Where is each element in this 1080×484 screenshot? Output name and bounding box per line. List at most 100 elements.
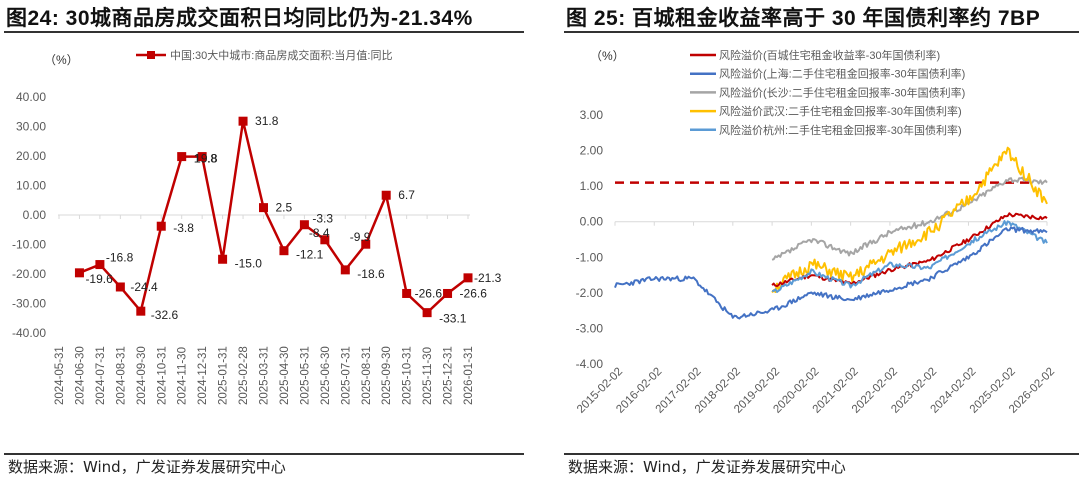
data-label: 2.5: [276, 201, 293, 215]
data-point-marker: [340, 265, 350, 275]
figure-24-title: 图24: 30城商品房成交面积日均同比仍为-21.34%: [6, 7, 473, 30]
legend-item: 风险溢价(上海:二手住宅租金回报率-30年国债利率): [690, 67, 965, 81]
figure-24-chart: （%） 中国:30大中城市:商品房成交面积:当月值:同比 40.00 30.00 20.…: [12, 48, 502, 405]
legend: 中国:30大中城市:商品房成交面积:当月值:同比: [136, 48, 392, 62]
legend-marker-icon: [147, 51, 155, 59]
x-tick-label: 2025-06-30: [320, 346, 332, 405]
figure-24-panel: 图24: 30城商品房成交面积日均同比仍为-21.34% （%） 中国:30大中城…: [0, 0, 530, 484]
x-tick-label: 2024-07-31: [95, 346, 107, 405]
series-line: [614, 226, 1048, 320]
data-label: -15.0: [235, 256, 263, 270]
x-tick-label: 2025-05-31: [299, 346, 311, 405]
y-tick-label: -40.00: [12, 326, 46, 340]
series-line: [771, 176, 1048, 261]
data-point-marker: [197, 152, 207, 162]
y-tick-label: -30.00: [12, 297, 46, 311]
x-tick-label: 2024-08-31: [115, 346, 127, 405]
y-tick-label: 0.00: [23, 208, 47, 222]
data-point-marker: [463, 273, 473, 283]
series-line: [771, 146, 1048, 294]
legend-label: 风险溢价武汉:二手住宅租金回报率-30年国债利率): [719, 104, 962, 118]
legend-item: 风险溢价武汉:二手住宅租金回报率-30年国债利率): [690, 104, 962, 118]
y-unit-label: （%）: [44, 53, 79, 67]
x-tick-label: 2024-12-31: [197, 346, 209, 405]
y-tick-label: 40.00: [16, 90, 46, 104]
data-label: -8.4: [309, 226, 330, 240]
y-tick-label: 1.00: [580, 179, 604, 193]
figure-25-chart: （%） 风险溢价(百城住宅租金收益率-30年国债利率) 风险溢价(上海:二手住宅租金…: [575, 48, 1057, 416]
y-tick-label: 30.00: [16, 120, 46, 134]
legend-label: 风险溢价杭州:二手住宅租金回报率-30年国债利率): [719, 123, 962, 137]
data-label: -32.6: [151, 308, 179, 322]
data-label: -12.1: [296, 248, 324, 262]
source-divider: [564, 453, 1079, 455]
x-tick-label: 2025-07-31: [340, 346, 352, 405]
y-tick-label: 2.00: [580, 144, 604, 158]
source-divider: [4, 453, 524, 455]
data-label: 6.7: [398, 188, 415, 202]
data-label: -9.9: [350, 230, 371, 244]
title-divider: [4, 31, 524, 33]
data-label: -33.1: [439, 312, 467, 326]
x-tick-label: 2025-12-31: [443, 346, 455, 405]
data-point-marker: [218, 254, 228, 264]
data-label: -16.8: [106, 251, 134, 265]
data-point-marker: [74, 268, 84, 278]
y-tick-label: -3.00: [576, 321, 604, 335]
data-point-marker: [320, 235, 330, 245]
x-tick-label: 2025-10-31: [402, 346, 414, 405]
data-point-marker: [402, 288, 412, 298]
y-unit-label: （%）: [590, 49, 625, 63]
figure-25-title: 图 25: 百城租金收益率高于 30 年国债利率约 7BP: [566, 7, 1041, 30]
x-tick-label: 2026-01-31: [463, 346, 475, 405]
x-tick-label: 2024-09-30: [136, 346, 148, 405]
title-divider: [564, 31, 1079, 33]
data-label: -24.4: [130, 280, 158, 294]
data-label: -19.6: [85, 272, 113, 286]
data-point-marker: [238, 116, 248, 126]
figure-25-panel: 图 25: 百城租金收益率高于 30 年国债利率约 7BP （%） 风险溢价(百城…: [560, 0, 1080, 484]
data-point-marker: [361, 239, 371, 249]
y-tick-label: 10.00: [16, 179, 46, 193]
data-point-marker: [136, 306, 146, 316]
data-label: -21.3: [474, 271, 502, 285]
data-label: -3.3: [312, 212, 333, 226]
legend: 风险溢价(百城住宅租金收益率-30年国债利率) 风险溢价(上海:二手住宅租金回报率…: [690, 48, 965, 137]
data-point-marker: [279, 246, 289, 256]
series-line: [78, 120, 469, 315]
data-point-marker: [156, 221, 166, 231]
x-tick-label: 2024-06-30: [74, 346, 86, 405]
y-tick-label: 0.00: [580, 215, 604, 229]
legend-label: 风险溢价(长沙:二手住宅租金回报率-30年国债利率): [719, 85, 965, 99]
x-tick-label: 2025-03-31: [259, 346, 271, 405]
figure-25-source: 数据来源：Wind，广发证券发展研究中心: [568, 458, 846, 476]
y-tick-label: -20.00: [12, 267, 46, 281]
data-label: 31.8: [255, 114, 279, 128]
y-tick-label: -1.00: [576, 250, 604, 264]
y-tick-label: 3.00: [580, 108, 604, 122]
legend-label: 风险溢价(百城住宅租金收益率-30年国债利率): [719, 48, 940, 62]
x-tick-label: 2024-05-31: [54, 346, 66, 405]
data-point-marker: [443, 288, 453, 298]
series-line: [772, 220, 1048, 293]
data-label: 19.8: [194, 152, 218, 166]
x-tick-label: 2025-08-31: [361, 346, 373, 405]
legend-label: 风险溢价(上海:二手住宅租金回报率-30年国债利率): [719, 67, 965, 81]
x-tick-label: 2025-04-30: [279, 346, 291, 405]
data-point-marker: [115, 282, 125, 292]
x-tick-label: 2025-01-31: [218, 346, 230, 405]
x-tick-label: 2025-11-30: [422, 347, 434, 405]
y-tick-label: 20.00: [16, 149, 46, 163]
x-tick-label: 2024-10-31: [156, 346, 168, 405]
y-tick-label: -4.00: [576, 357, 604, 371]
x-tick-label: 2025-09-30: [381, 346, 393, 405]
legend-item: 风险溢价杭州:二手住宅租金回报率-30年国债利率): [690, 123, 962, 137]
legend-item: 风险溢价(百城住宅租金收益率-30年国债利率): [690, 48, 940, 62]
data-label: -26.6: [415, 286, 443, 300]
data-point-marker: [177, 152, 187, 162]
legend-label: 中国:30大中城市:商品房成交面积:当月值:同比: [170, 48, 392, 62]
data-point-marker: [299, 220, 309, 230]
figure-24-source: 数据来源：Wind，广发证券发展研究中心: [8, 458, 286, 476]
x-tick-label: 2024-11-30: [177, 347, 189, 405]
x-tick-label: 2025-02-28: [238, 346, 250, 405]
